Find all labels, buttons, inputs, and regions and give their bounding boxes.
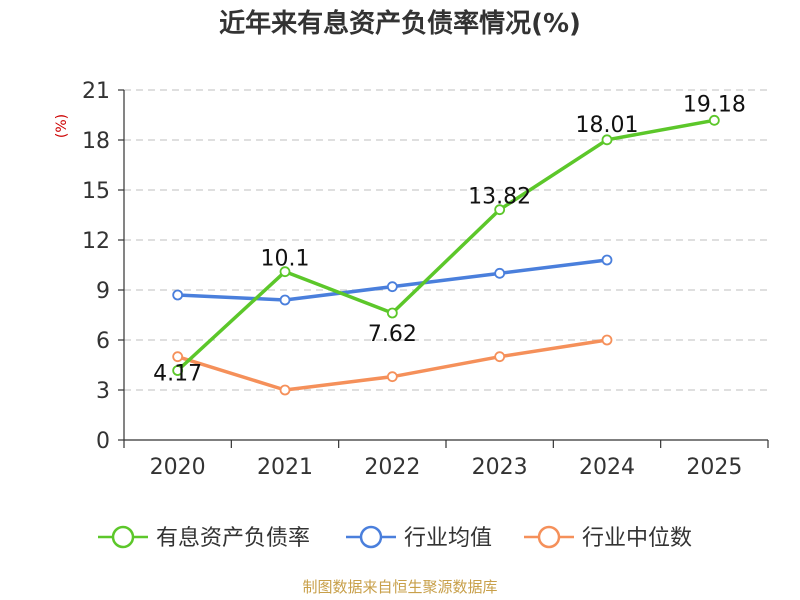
data-point <box>601 334 613 346</box>
legend-item[interactable]: 行业中位数 <box>524 525 692 551</box>
data-point <box>494 204 506 216</box>
data-source-note: 制图数据来自恒生聚源数据库 <box>302 578 497 596</box>
data-point <box>172 365 184 376</box>
series-line-0 <box>176 118 715 372</box>
x-tick-label: 2025 <box>686 455 742 480</box>
y-tick-label: 21 <box>82 79 110 104</box>
data-point <box>172 289 184 301</box>
data-point <box>601 254 613 266</box>
data-point <box>279 294 291 306</box>
y-tick-label: 15 <box>82 179 110 204</box>
y-tick-label: 9 <box>96 279 110 304</box>
data-point <box>386 281 398 293</box>
x-tick-label: 2024 <box>579 455 635 480</box>
gridlines <box>124 89 768 391</box>
x-tick-label: 2023 <box>472 455 528 480</box>
data-point <box>279 384 291 396</box>
legend-marker-icon <box>111 525 135 549</box>
legend-label: 有息资产负债率 <box>156 526 310 551</box>
data-point <box>601 134 613 146</box>
data-label: 19.18 <box>683 92 746 117</box>
data-label: 4.17 <box>153 362 202 387</box>
data-label: 18.01 <box>576 113 639 138</box>
data-point <box>172 351 184 363</box>
data-label: 10.1 <box>261 247 310 272</box>
chart-title: 近年来有息资产负债率情况(%) <box>219 8 581 39</box>
data-point <box>386 371 398 383</box>
legend-marker-icon <box>537 525 561 549</box>
legend-item[interactable]: 行业均值 <box>346 525 492 551</box>
y-tick-label: 3 <box>96 379 110 404</box>
axes: 0 3 6 9 12 15 18 21 2020 2021 2022 2023 2024 2025 <box>82 79 769 480</box>
data-point <box>279 266 291 278</box>
data-labels: 4.17 10.1 7.62 13.82 18.01 19.18 <box>153 92 746 386</box>
legend[interactable]: 有息资产负债率 行业均值 行业中位数 <box>98 525 692 551</box>
legend-label: 行业中位数 <box>582 526 692 551</box>
x-tick-label: 2021 <box>257 455 313 480</box>
data-label: 13.82 <box>468 185 531 210</box>
data-point <box>386 307 398 319</box>
data-point <box>494 267 506 279</box>
data-point <box>708 114 720 126</box>
y-tick-label: 12 <box>82 229 110 254</box>
y-tick-label: 6 <box>96 329 110 354</box>
y-axis-unit: (%) <box>54 114 70 138</box>
x-tick-label: 2020 <box>150 455 206 480</box>
series-group <box>172 114 720 396</box>
data-label: 7.62 <box>368 322 417 347</box>
series-line-2 <box>177 338 608 392</box>
x-tick-label: 2022 <box>364 455 420 480</box>
y-tick-label: 0 <box>96 429 110 454</box>
y-tick-label: 18 <box>82 129 110 154</box>
legend-item[interactable]: 有息资产负债率 <box>98 525 310 551</box>
legend-marker-icon <box>359 525 383 549</box>
legend-label: 行业均值 <box>404 526 492 551</box>
series-line-1 <box>177 258 608 302</box>
data-point <box>494 351 506 363</box>
